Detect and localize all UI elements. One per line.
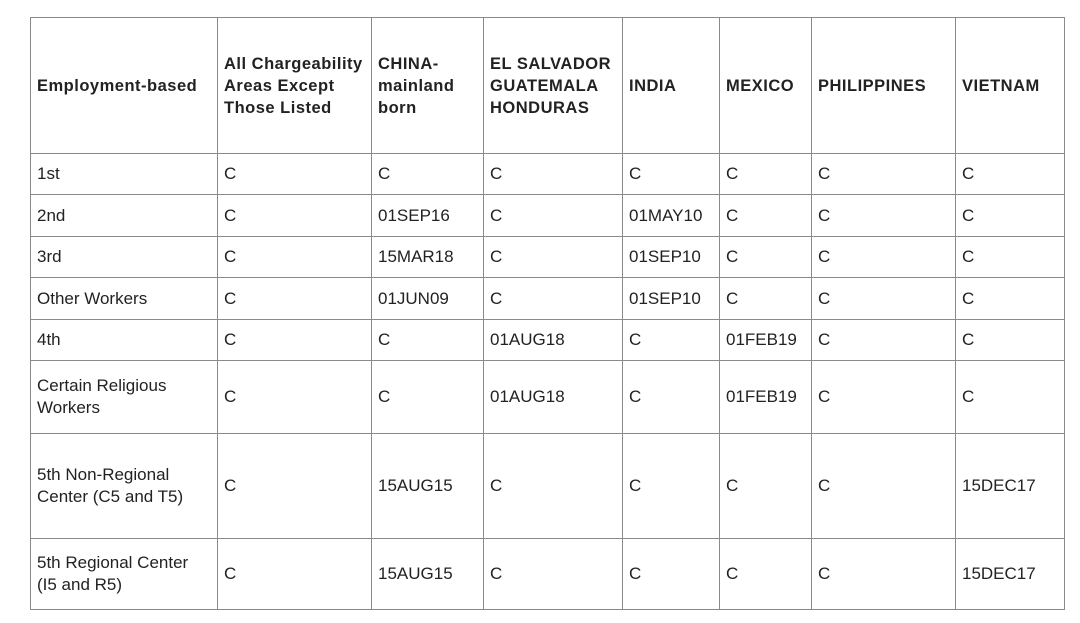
table-cell: 01FEB19 bbox=[719, 360, 812, 434]
table-cell: 01SEP16 bbox=[371, 194, 484, 237]
table-cell: C bbox=[217, 153, 372, 195]
table-row: 2nd C 01SEP16 C 01MAY10 C C C bbox=[30, 194, 1065, 237]
table-cell: C bbox=[719, 433, 812, 539]
table-cell: C bbox=[217, 360, 372, 434]
table-cell: C bbox=[719, 236, 812, 278]
table-cell: 01AUG18 bbox=[483, 319, 623, 361]
column-header: PHILIPPINES bbox=[811, 17, 956, 154]
table-cell: C bbox=[719, 194, 812, 237]
table-row: 5th Non-Regional Center (C5 and T5) C 15AU… bbox=[30, 433, 1065, 539]
table-cell: C bbox=[483, 538, 623, 610]
table-cell: C bbox=[955, 153, 1065, 195]
row-label: 1st bbox=[30, 153, 218, 195]
column-header: All Chargeability Areas Except Those Lis… bbox=[217, 17, 372, 154]
column-header: INDIA bbox=[622, 17, 720, 154]
row-label: 2nd bbox=[30, 194, 218, 237]
table-cell: C bbox=[811, 153, 956, 195]
table-cell: 15MAR18 bbox=[371, 236, 484, 278]
table-cell: C bbox=[217, 319, 372, 361]
visa-bulletin-table: Employment-based All Chargeability Areas … bbox=[30, 17, 1065, 610]
table-cell: C bbox=[217, 236, 372, 278]
row-label: Other Workers bbox=[30, 277, 218, 320]
table-cell: C bbox=[811, 433, 956, 539]
table-cell: C bbox=[371, 360, 484, 434]
table-cell: C bbox=[622, 433, 720, 539]
row-label: 3rd bbox=[30, 236, 218, 278]
table-cell: C bbox=[622, 319, 720, 361]
table-row: Other Workers C 01JUN09 C 01SEP10 C C C bbox=[30, 277, 1065, 320]
table-cell: C bbox=[483, 433, 623, 539]
table-row: 4th C C 01AUG18 C 01FEB19 C C bbox=[30, 319, 1065, 361]
table-cell: C bbox=[217, 277, 372, 320]
table-cell: C bbox=[955, 236, 1065, 278]
table-cell: C bbox=[811, 277, 956, 320]
table-cell: C bbox=[719, 538, 812, 610]
table-cell: 15AUG15 bbox=[371, 433, 484, 539]
table-cell: C bbox=[217, 194, 372, 237]
column-header: MEXICO bbox=[719, 17, 812, 154]
column-header: Employment-based bbox=[30, 17, 218, 154]
column-header: EL SALVADOR GUATEMALA HONDURAS bbox=[483, 17, 623, 154]
table-cell: C bbox=[955, 194, 1065, 237]
table-cell: 01JUN09 bbox=[371, 277, 484, 320]
table-cell: C bbox=[811, 538, 956, 610]
row-label: 4th bbox=[30, 319, 218, 361]
table-cell: 15DEC17 bbox=[955, 433, 1065, 539]
row-label: 5th Regional Center (I5 and R5) bbox=[30, 538, 218, 610]
table-cell: C bbox=[955, 360, 1065, 434]
table-cell: C bbox=[622, 538, 720, 610]
table-row: Certain Religious Workers C C 01AUG18 C 01FEB… bbox=[30, 360, 1065, 434]
table-cell: C bbox=[811, 360, 956, 434]
table-cell: C bbox=[483, 236, 623, 278]
table-cell: C bbox=[483, 194, 623, 237]
table-cell: C bbox=[371, 319, 484, 361]
table-cell: C bbox=[719, 153, 812, 195]
row-label: 5th Non-Regional Center (C5 and T5) bbox=[30, 433, 218, 539]
table-cell: 01MAY10 bbox=[622, 194, 720, 237]
table-cell: C bbox=[371, 153, 484, 195]
table-row: 3rd C 15MAR18 C 01SEP10 C C C bbox=[30, 236, 1065, 278]
table-cell: 15AUG15 bbox=[371, 538, 484, 610]
table-cell: 01SEP10 bbox=[622, 236, 720, 278]
table-cell: C bbox=[955, 319, 1065, 361]
table-cell: C bbox=[483, 277, 623, 320]
table-cell: C bbox=[811, 236, 956, 278]
table-cell: C bbox=[483, 153, 623, 195]
table-cell: C bbox=[217, 538, 372, 610]
column-header: VIETNAM bbox=[955, 17, 1065, 154]
table-row: 5th Regional Center (I5 and R5) C 15AUG15 C… bbox=[30, 538, 1065, 610]
table-row: 1st C C C C C C C bbox=[30, 153, 1065, 195]
header-row: Employment-based All Chargeability Areas … bbox=[30, 17, 1065, 154]
table-cell: C bbox=[719, 277, 812, 320]
table-cell: C bbox=[217, 433, 372, 539]
table-cell: C bbox=[811, 319, 956, 361]
table-cell: 15DEC17 bbox=[955, 538, 1065, 610]
table-cell: 01SEP10 bbox=[622, 277, 720, 320]
table-cell: C bbox=[811, 194, 956, 237]
table-cell: C bbox=[622, 153, 720, 195]
column-header: CHINA-mainland born bbox=[371, 17, 484, 154]
row-label: Certain Religious Workers bbox=[30, 360, 218, 434]
table-cell: 01FEB19 bbox=[719, 319, 812, 361]
table-cell: 01AUG18 bbox=[483, 360, 623, 434]
table-cell: C bbox=[955, 277, 1065, 320]
table-cell: C bbox=[622, 360, 720, 434]
